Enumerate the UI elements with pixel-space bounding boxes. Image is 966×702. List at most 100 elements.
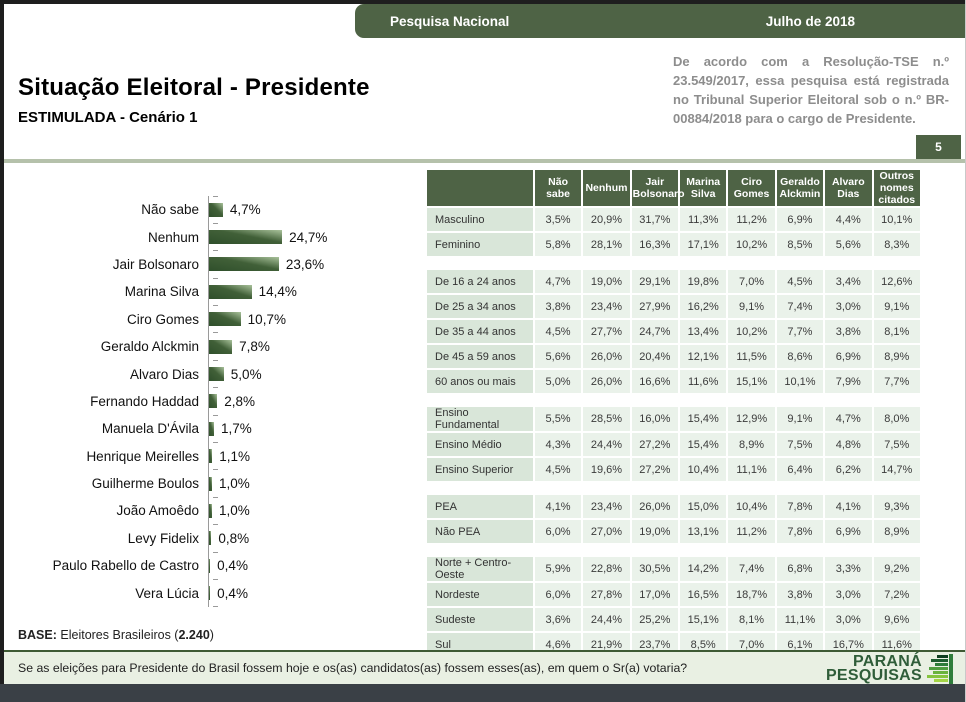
chart-bar [209,394,218,409]
table-cell-value: 9,1% [776,407,824,432]
table-cell-value: 4,5% [776,270,824,294]
table-cell-value: 19,6% [583,458,630,482]
chart-bar [209,558,211,573]
table-cell-value: 7,2% [873,583,920,607]
table-cell-value: 3,0% [825,295,872,319]
table-cell-value: 27,8% [583,583,630,607]
chart-row: Geraldo Alckmin 7,8% [22,332,422,361]
chart-axis-cell [208,442,213,470]
table-cell-value: 28,1% [583,233,630,257]
chart-value-label: 10,7% [247,311,286,327]
table-row-label: Feminino [427,233,533,257]
table-column-header: Outros nomes citados [873,170,920,207]
table-row: Norte + Centro-Oeste 5,9% 22,8% 30,5% 14,2% 7… [427,557,920,582]
chart-bar [209,312,241,327]
chart-value-label: 2,8% [224,393,256,409]
chart-category-label: Manuela D'Ávila [101,421,199,437]
table-cell-value: 8,9% [873,345,920,369]
table-cell-value: 16,3% [631,233,678,257]
table-cell-value: 12,9% [728,407,775,432]
table-group-spacer [427,545,920,555]
chart-value-label: 7,8% [239,339,270,355]
title-block: Situação Eleitoral - Presidente ESTIMULA… [18,74,370,126]
table-cell-value: 12,6% [873,270,920,294]
table-cell-value: 8,9% [728,433,775,457]
survey-type-label: Pesquisa Nacional [390,13,510,29]
table-cell-value: 11,2% [728,208,775,232]
table-column-header: Nenhum [583,170,630,207]
chart-bar [209,367,224,382]
table-cell-value: 24,4% [583,433,630,457]
chart-category-label: Vera Lúcia [135,585,199,601]
table-cell-value: 5,9% [534,557,582,582]
table-cell-value: 15,0% [680,495,727,519]
chart-row: Alvaro Dias 5,0% [22,359,422,388]
chart-value-label: 1,0% [218,476,250,492]
table-row: Ensino Fundamental 5,5% 28,5% 16,0% 15,4% 12,… [427,407,920,432]
table-row: De 45 a 59 anos 5,6% 26,0% 20,4% 12,1% 11,5% 8… [427,345,920,369]
table-cell-value: 10,2% [728,320,775,344]
chart-value-label: 0,8% [218,530,250,546]
table-cell-value: 14,7% [873,458,920,482]
chart-row: Fernando Haddad 2,8% [22,387,422,416]
table-cell-value: 24,7% [631,320,678,344]
table-cell-value: 9,3% [873,495,920,519]
bar-chart: Não sabe 4,7% Nenhum 24,7% Jair Bolsonaro 23,… [22,195,422,608]
table-cell-value: 27,2% [631,433,678,457]
table-row: Não PEA 6,0% 27,0% 19,0% 13,1% 11,2% 7,8% 6,9% 8… [427,520,920,544]
table-cell-value: 11,6% [680,370,727,394]
table-cell-value: 8,1% [728,608,775,632]
table-cell-value: 8,0% [873,407,920,432]
chart-row: Ciro Gomes 10,7% [22,305,422,333]
chart-axis-cell [208,250,279,279]
table-column-header: Jair Bolsonaro [631,170,685,207]
page-number: 5 [935,140,942,154]
table-cell-value: 6,0% [534,520,582,544]
table-cell-value: 26,0% [631,495,678,519]
chart-bar [209,257,279,272]
table-cell-value: 3,6% [534,608,582,632]
crosstab-table: Não sabe Nenhum Jair Bolsonaro Marina Silva… [425,168,922,658]
table-cell-value: 4,5% [534,320,582,344]
table-cell-value: 26,0% [583,345,630,369]
table-cell-value: 9,6% [873,608,920,632]
table-cell-value: 10,1% [776,370,824,394]
table-row: Masculino 3,5% 20,9% 31,7% 11,3% 11,2% 6,9% 4,4… [427,208,920,232]
table-cell-value: 7,7% [776,320,824,344]
table-cell-value: 13,1% [680,520,727,544]
table-column-header: Ciro Gomes [728,170,775,207]
table-cell-value: 6,2% [825,458,872,482]
table-cell-value: 31,7% [631,208,678,232]
chart-bar [209,476,212,491]
chart-category-label: Alvaro Dias [129,366,199,382]
chart-axis-cell [208,524,212,553]
chart-axis-cell [208,415,215,443]
table-cell-value: 8,9% [873,520,920,544]
chart-value-label: 0,4% [217,585,248,601]
chart-category-label: Nenhum [147,229,199,245]
table-row-label: Norte + Centro-Oeste [427,557,533,582]
chart-axis-cell [208,360,224,388]
base-note-prefix: BASE: [18,628,57,642]
table-column-header: Geraldo Alckmin [776,170,824,207]
table-cell-value: 9,1% [873,295,920,319]
chart-row: Levy Fidelix 0,8% [22,524,422,553]
table-cell-value: 3,4% [825,270,872,294]
table-cell-value: 14,2% [680,557,727,582]
table-cell-value: 11,1% [776,608,824,632]
table-cell-value: 18,7% [728,583,775,607]
chart-value-label: 24,7% [289,229,328,245]
table-cell-value: 20,9% [583,208,630,232]
chart-bar [209,531,212,546]
table-row: Nordeste 6,0% 27,8% 17,0% 16,5% 18,7% 3,8% 3,0%… [427,583,920,607]
table-cell-value: 3,8% [534,295,582,319]
table-cell-value: 11,2% [728,520,775,544]
table-cell-value: 25,2% [631,608,678,632]
table-cell-value: 22,8% [583,557,630,582]
chart-value-label: 1,0% [218,503,250,519]
table-row: Feminino 5,8% 28,1% 16,3% 17,1% 10,2% 8,5% 5,6%… [427,233,920,257]
page-subtitle: ESTIMULADA - Cenário 1 [18,109,198,126]
table-cell-value: 3,3% [825,557,872,582]
chart-bar [209,421,215,436]
